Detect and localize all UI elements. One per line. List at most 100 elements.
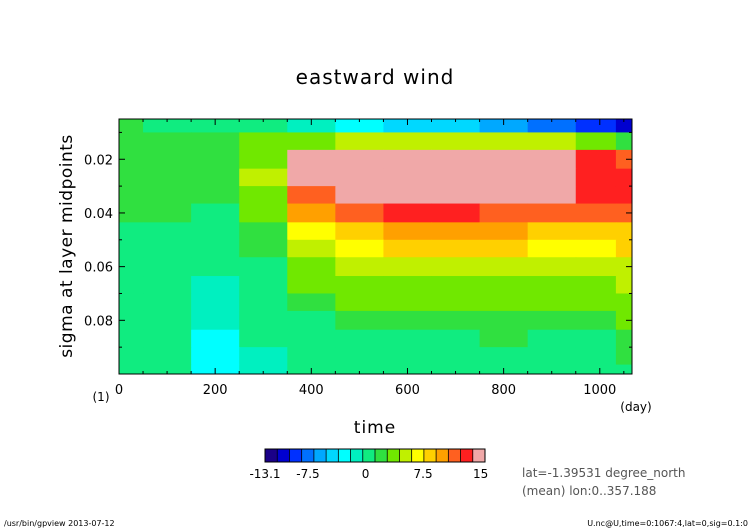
heatmap-cell <box>119 186 144 205</box>
footer-right: U.nc@U,time=0:1067:4,lat=0,sig=0.1:0 <box>587 519 748 528</box>
heatmap-cell <box>383 203 433 223</box>
heatmap-cell <box>527 347 577 366</box>
x-tick-label: 600 <box>395 383 420 398</box>
heatmap-cell <box>335 239 384 258</box>
heatmap-cell <box>615 329 633 348</box>
heatmap-cell <box>143 132 192 151</box>
heatmap-plot-area <box>119 119 633 375</box>
colorbar-swatch <box>277 449 290 462</box>
heatmap-cell <box>191 347 240 366</box>
heatmap-cell <box>287 168 336 187</box>
heatmap-cell <box>431 168 481 187</box>
heatmap-cell <box>239 149 288 170</box>
colorbar-swatch <box>411 449 425 462</box>
colorbar-swatch <box>448 449 461 462</box>
y-tick-label: 0.06 <box>84 261 113 276</box>
colorbar-swatch <box>265 449 278 462</box>
colorbar-tick-label: -13.1 <box>249 467 280 481</box>
heatmap-cell <box>615 293 633 312</box>
heatmap-cell <box>335 132 384 151</box>
x-tick-label: 0 <box>115 383 123 398</box>
heatmap-cell <box>479 149 529 170</box>
heatmap-cell <box>119 222 144 241</box>
heatmap-cell <box>615 276 633 294</box>
colorbar-swatch <box>436 449 449 462</box>
heatmap-cell <box>575 310 617 331</box>
heatmap-cell <box>615 203 633 223</box>
heatmap-cell <box>527 186 577 205</box>
x-axis-unit: (day) <box>620 400 651 414</box>
heatmap-cell <box>575 276 617 294</box>
x-tick-label: 1000 <box>583 383 616 398</box>
y-tick-label: 0.02 <box>84 153 113 168</box>
heatmap-cell <box>335 257 384 277</box>
heatmap-cell <box>239 310 288 331</box>
heatmap-cell <box>383 276 433 294</box>
heatmap-cell <box>383 186 433 205</box>
heatmap-cell <box>527 239 577 258</box>
heatmap-cell <box>479 222 529 241</box>
y-axis-unit: (1) <box>93 390 110 404</box>
x-axis-label: time <box>354 418 396 438</box>
heatmap-cell <box>143 222 192 241</box>
heatmap-cell <box>143 203 192 223</box>
heatmap-cell <box>335 186 384 205</box>
heatmap-cell <box>527 310 577 331</box>
heatmap-cell <box>479 293 529 312</box>
heatmap-cell <box>239 276 288 294</box>
heatmap-cell <box>239 132 288 151</box>
heatmap-cell <box>119 239 144 258</box>
colorbar: -13.1 -7.5 0 7.5 15 <box>249 448 488 481</box>
heatmap-cell <box>431 293 481 312</box>
heatmap-cell <box>527 203 577 223</box>
heatmap-cell <box>383 347 433 366</box>
heatmap-cell <box>287 310 336 331</box>
heatmap-cell <box>335 203 384 223</box>
heatmap-cell <box>143 364 192 375</box>
heatmap-cell <box>479 329 529 348</box>
heatmap-cell <box>119 132 144 151</box>
heatmap-cell <box>615 186 633 205</box>
heatmap-cell <box>479 239 529 258</box>
heatmap-cell <box>575 347 617 366</box>
heatmap-cell <box>287 119 336 133</box>
heatmap-cell <box>479 257 529 277</box>
heatmap-cell <box>287 203 336 223</box>
heatmap-cell <box>239 293 288 312</box>
heatmap-cell <box>191 310 240 331</box>
heatmap-cell <box>119 364 144 375</box>
plot-frame <box>118 118 633 375</box>
annotation-latitude: lat=-1.39531 degree_north <box>522 466 685 480</box>
colorbar-swatch <box>375 449 388 462</box>
heatmap-cell <box>119 203 144 223</box>
heatmap-cell <box>335 119 384 133</box>
heatmap-cell <box>615 257 633 277</box>
heatmap-cell <box>575 203 617 223</box>
heatmap-cell <box>383 119 433 133</box>
annotation-longitude: (mean) lon:0..357.188 <box>522 484 656 498</box>
heatmap-cell <box>143 168 192 187</box>
heatmap-cell <box>287 329 336 348</box>
heatmap-cell <box>615 168 633 187</box>
colorbar-swatch <box>362 449 376 462</box>
heatmap-cell <box>239 119 288 133</box>
heatmap-cell <box>431 203 481 223</box>
heatmap-cell <box>191 257 240 277</box>
heatmap-cell <box>287 239 336 258</box>
heatmap-cell <box>615 310 633 331</box>
heatmap-cell <box>575 257 617 277</box>
heatmap-cell <box>527 364 577 375</box>
heatmap-cell <box>527 119 577 133</box>
heatmap-cell <box>527 222 577 241</box>
heatmap-cell <box>615 222 633 241</box>
heatmap-cell <box>431 276 481 294</box>
colorbar-swatch <box>326 449 339 462</box>
heatmap-cell <box>335 329 384 348</box>
colorbar-swatch <box>423 449 437 462</box>
heatmap-cell <box>431 347 481 366</box>
heatmap-cell <box>431 310 481 331</box>
heatmap-cell <box>143 276 192 294</box>
colorbar-swatch <box>350 449 364 462</box>
heatmap-cell <box>383 293 433 312</box>
x-tick-label: 800 <box>491 383 516 398</box>
